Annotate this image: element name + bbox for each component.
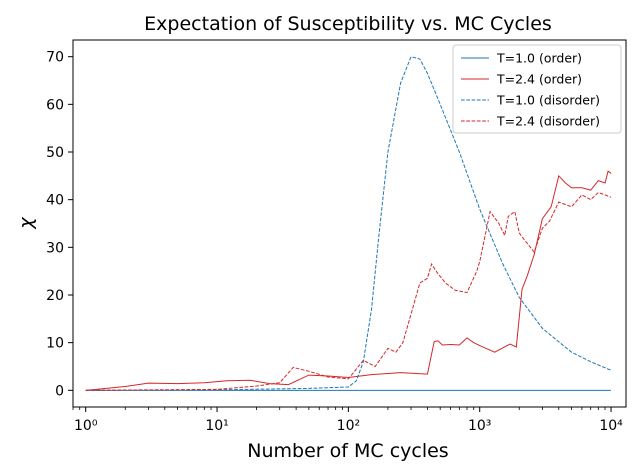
legend-label: T=1.0 (disorder): [496, 93, 600, 108]
series-layer: [85, 56, 612, 391]
x-tick-label: 10³: [468, 418, 491, 434]
plot-frame: [72, 39, 627, 408]
legend: T=1.0 (order) T=2.4 (order) T=1.0 (disorde…: [452, 44, 622, 134]
y-tick-label: 70: [46, 50, 64, 66]
x-tick-label: 10¹: [205, 418, 228, 434]
y-tick-label: 0: [55, 383, 64, 399]
y-tick-label: 30: [46, 240, 64, 256]
y-tick-label: 20: [46, 288, 64, 304]
x-axis: 10⁰ 10¹ 10² 10³ 10⁴: [72, 407, 623, 434]
legend-box: [452, 44, 622, 134]
y-tick-label: 40: [46, 193, 64, 209]
x-tick-label: 10²: [337, 418, 360, 434]
x-tick-label: 10⁴: [599, 418, 623, 434]
y-tick-label: 50: [46, 145, 64, 161]
y-axis-label: χ: [15, 217, 37, 230]
legend-label: T=2.4 (order): [496, 72, 582, 87]
y-axis: 0 10 20 30 40 50 60 70: [46, 50, 73, 399]
legend-label: T=2.4 (disorder): [496, 114, 600, 129]
series-line-1: [85, 170, 612, 391]
legend-label: T=1.0 (order): [496, 51, 582, 66]
series-line-3: [85, 191, 612, 391]
y-tick-label: 60: [46, 97, 64, 113]
x-axis-label: Number of MC cycles: [247, 440, 448, 462]
y-tick-label: 10: [46, 336, 64, 352]
series-line-2: [85, 56, 612, 391]
x-tick-label: 10⁰: [74, 418, 98, 434]
chart-title: Expectation of Susceptibility vs. MC Cyc…: [144, 13, 552, 35]
